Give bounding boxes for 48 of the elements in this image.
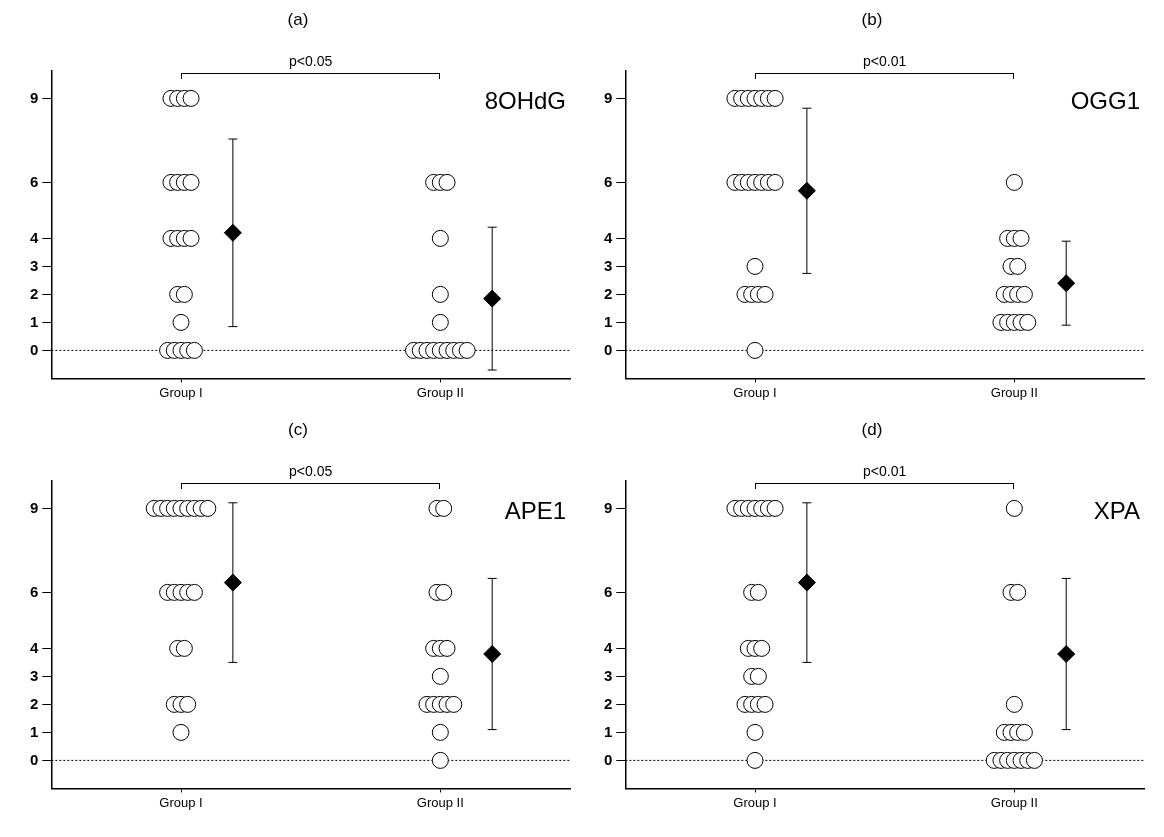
- y-tick-label: 4: [30, 228, 39, 246]
- y-tick-label: 3: [30, 666, 39, 684]
- x-tick-label: Group II: [990, 384, 1038, 400]
- y-tick-label: 4: [30, 638, 39, 656]
- y-tick-label: 3: [604, 666, 613, 684]
- annotation: XPA: [1093, 497, 1140, 525]
- y-tick-label: 4: [604, 638, 613, 656]
- x-tick-label: Group I: [159, 794, 203, 810]
- y-tick-label: 2: [604, 694, 613, 712]
- y-tick-label: 3: [30, 256, 39, 274]
- y-tick-label: 2: [30, 284, 39, 302]
- y-tick-label: 3: [604, 256, 613, 274]
- y-tick-label: 0: [30, 340, 39, 358]
- y-tick-label: 2: [604, 284, 613, 302]
- x-tick-label: Group II: [416, 794, 464, 810]
- y-tick-label: 1: [30, 722, 39, 740]
- y-tick-label: 0: [604, 340, 613, 358]
- text: p<0.05: [289, 463, 333, 480]
- y-tick-label: 4: [604, 228, 613, 246]
- chart-title: (c): [288, 419, 308, 439]
- annotation: OGG1: [1070, 87, 1140, 115]
- x-tick-label: Group I: [733, 384, 777, 400]
- y-tick-label: 6: [604, 172, 613, 190]
- y-tick-label: 0: [30, 750, 39, 768]
- y-tick-label: 2: [30, 694, 39, 712]
- y-tick-label: 1: [30, 312, 39, 330]
- x-tick-label: Group II: [990, 794, 1038, 810]
- y-tick-label: 9: [604, 88, 613, 106]
- text: p<0.05: [289, 53, 333, 70]
- text: p<0.01: [863, 53, 907, 70]
- x-tick-label: Group II: [416, 384, 464, 400]
- y-tick-label: 9: [604, 498, 613, 516]
- chart-title: (a): [287, 9, 309, 29]
- y-tick-label: 1: [604, 722, 613, 740]
- chart-title: (d): [861, 419, 883, 439]
- y-tick-label: 6: [604, 582, 613, 600]
- y-tick-label: 9: [30, 498, 39, 516]
- x-tick-label: Group I: [159, 384, 203, 400]
- annotation: 8OHdG: [484, 87, 566, 115]
- y-tick-label: 6: [30, 172, 39, 190]
- y-tick-label: 0: [604, 750, 613, 768]
- text: p<0.01: [863, 463, 907, 480]
- x-tick-label: Group I: [733, 794, 777, 810]
- chart-title: (b): [861, 9, 883, 29]
- annotation: APE1: [504, 497, 566, 525]
- y-tick-label: 6: [30, 582, 39, 600]
- y-tick-label: 1: [604, 312, 613, 330]
- y-tick-label: 9: [30, 88, 39, 106]
